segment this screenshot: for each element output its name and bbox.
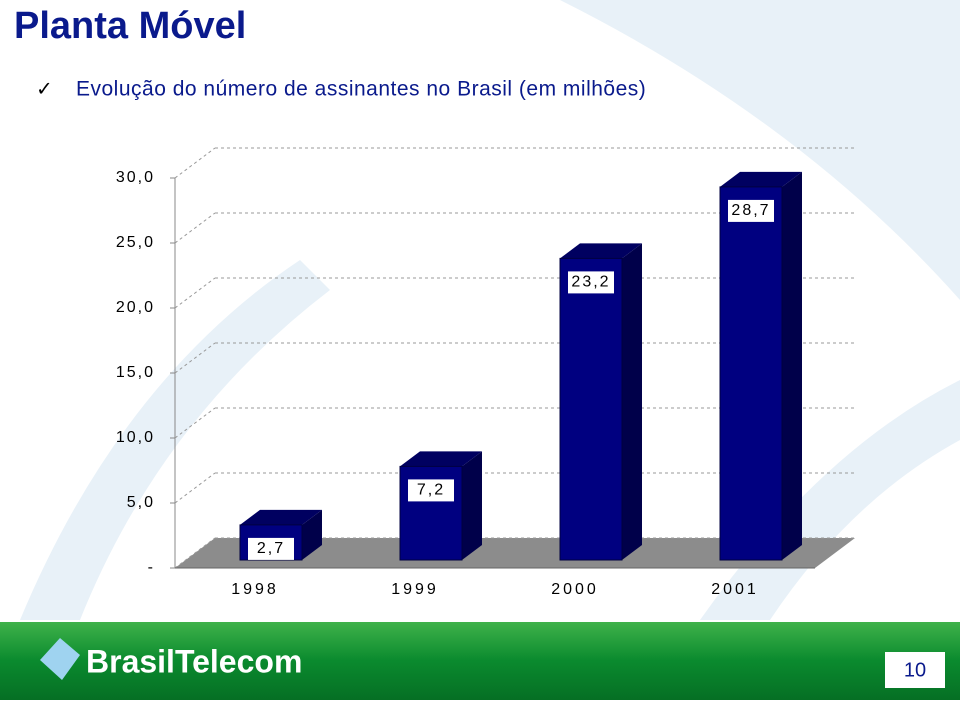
page-number: 10 (904, 659, 926, 681)
bullet-mark: ✓ (36, 78, 53, 100)
value-label: 7,2 (417, 482, 445, 499)
bar-side (462, 451, 482, 560)
bar-top (720, 171, 802, 187)
value-label-bg (248, 537, 294, 560)
bar-side (782, 171, 802, 560)
bar (559, 257, 623, 561)
x-tick-label: 1999 (391, 581, 439, 598)
value-label-bg (568, 271, 614, 294)
x-tick-label: 2000 (551, 581, 599, 598)
bar-top (240, 509, 322, 525)
grid-line (174, 407, 216, 439)
value-label-bg (408, 479, 454, 502)
y-tick-label: - (148, 559, 155, 576)
y-tick-label: 25,0 (116, 234, 155, 251)
y-tick-label: 5,0 (127, 494, 155, 511)
slide-title: Planta Móvel (14, 5, 246, 47)
grid-line (174, 277, 216, 309)
bar-top (400, 451, 482, 467)
logo-icon (40, 638, 80, 680)
value-label: 28,7 (731, 202, 770, 219)
bullet-text: Evolução do número de assinantes no Bras… (76, 78, 646, 101)
value-label: 2,7 (257, 540, 285, 557)
grid-line (174, 342, 216, 374)
y-tick-label: 30,0 (116, 169, 155, 186)
chart: - 5,0 10,0 15,0 20,0 25,0 30,0 2,7 1998 7,2 1999 23… (116, 147, 855, 598)
bar-side (302, 509, 322, 560)
value-label-bg (728, 199, 774, 222)
grid-line (174, 472, 216, 504)
value-label: 23,2 (571, 274, 610, 291)
x-tick-label: 1998 (231, 581, 279, 598)
page-box (885, 652, 945, 688)
y-tick-label: 10,0 (116, 429, 155, 446)
bar (719, 186, 783, 561)
grid-line (174, 212, 216, 244)
y-tick-label: 15,0 (116, 364, 155, 381)
y-tick-label: 20,0 (116, 299, 155, 316)
footer-band (0, 622, 960, 700)
grid-line (174, 147, 216, 179)
floor (175, 538, 855, 568)
logo-text: BrasilTelecom (86, 643, 302, 679)
bar-top (560, 243, 642, 259)
grid-line (174, 537, 216, 569)
bar-side (622, 243, 642, 560)
x-tick-label: 2001 (711, 581, 759, 598)
